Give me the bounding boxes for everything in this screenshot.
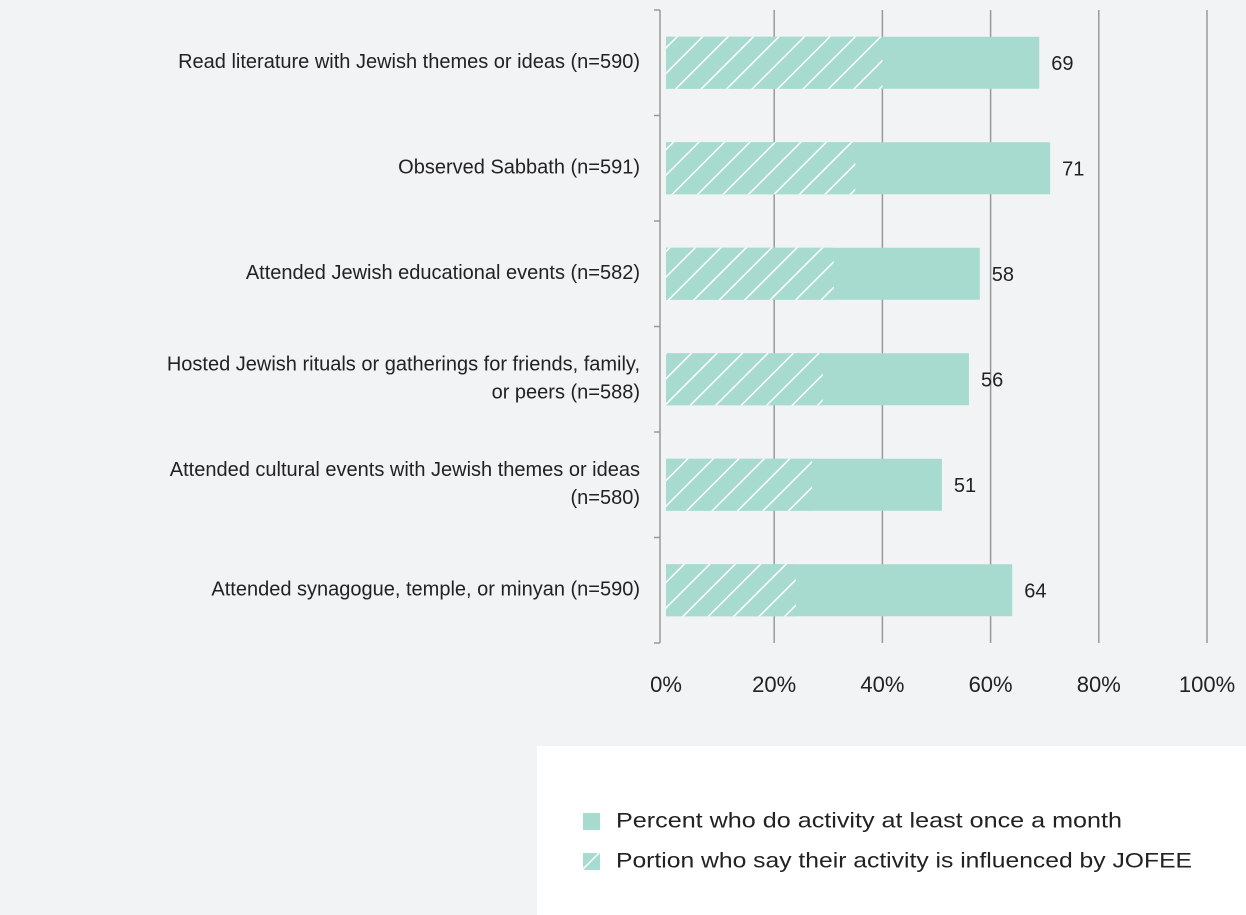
- legend-swatch: [583, 853, 600, 870]
- data-label: 51: [954, 475, 976, 497]
- y-tick-label: Attended synagogue, temple, or minyan (n…: [211, 579, 640, 601]
- bar: [666, 564, 796, 617]
- bar: [666, 36, 883, 89]
- x-tick-label: 40%: [860, 672, 904, 697]
- data-label: 56: [981, 370, 1003, 392]
- bar: [666, 142, 856, 195]
- y-tick-label: Observed Sabbath (n=591): [398, 157, 640, 179]
- data-label: 69: [1051, 53, 1073, 75]
- x-tick-label: 0%: [650, 672, 682, 697]
- legend-box: [537, 746, 1246, 915]
- data-label: 64: [1024, 581, 1046, 603]
- bar: [666, 353, 823, 406]
- legend-label: Percent who do activity at least once a …: [616, 810, 1122, 833]
- data-label: 58: [992, 264, 1014, 286]
- y-tick-label: Hosted Jewish rituals or gatherings for …: [167, 354, 640, 376]
- bar: [666, 247, 834, 300]
- bar: [666, 458, 813, 511]
- y-tick-label: Read literature with Jewish themes or id…: [178, 51, 640, 73]
- data-label: 71: [1062, 159, 1084, 181]
- y-tick-label: or peers (n=588): [492, 382, 640, 404]
- x-tick-label: 20%: [752, 672, 796, 697]
- legend-label: Portion who say their activity is influe…: [616, 850, 1192, 873]
- x-tick-label: 100%: [1179, 672, 1235, 697]
- y-tick-label: (n=580): [571, 487, 641, 509]
- y-tick-label: Attended Jewish educational events (n=58…: [246, 262, 640, 284]
- legend-swatch: [583, 813, 600, 830]
- y-tick-label: Attended cultural events with Jewish the…: [170, 459, 640, 481]
- x-tick-label: 80%: [1077, 672, 1121, 697]
- x-tick-label: 60%: [969, 672, 1013, 697]
